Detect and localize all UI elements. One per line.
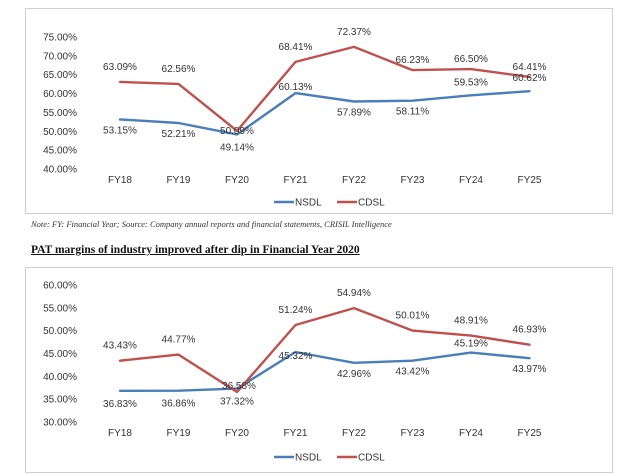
data-label: 36.83% [103, 399, 137, 410]
data-label: 36.86% [162, 399, 196, 410]
x-tick-label: FY22 [342, 428, 366, 439]
data-label: 60.13% [279, 82, 313, 93]
data-label: 45.32% [279, 351, 313, 362]
y-tick-label: 50.00% [43, 127, 77, 138]
data-label: 50.09% [220, 126, 254, 137]
data-label: 59.53% [454, 77, 488, 88]
data-label: 51.24% [279, 305, 313, 316]
y-tick-label: 55.00% [43, 108, 77, 119]
data-label: 57.89% [337, 108, 371, 119]
section-heading: PAT margins of industry improved after d… [31, 244, 360, 256]
y-tick-label: 40.00% [43, 372, 77, 383]
data-label: 64.41% [513, 62, 547, 73]
data-label: 63.09% [103, 62, 137, 73]
y-tick-label: 35.00% [43, 395, 77, 406]
data-label: 44.77% [162, 335, 196, 346]
data-label: 58.11% [396, 107, 429, 118]
legend-label-cdsl: CDSL [358, 198, 385, 209]
x-tick-label: FY23 [401, 428, 425, 439]
x-tick-label: FY20 [225, 428, 249, 439]
chart-1-svg: 40.00% 45.00% 50.00% 55.00% 60.00% 65.00% 70.0… [43, 27, 547, 209]
data-label: 54.94% [337, 288, 371, 299]
data-label: 46.93% [513, 325, 547, 336]
data-label: 37.32% [220, 397, 254, 408]
y-tick-label: 30.00% [43, 418, 77, 429]
data-label: 72.37% [337, 27, 371, 38]
series-line-nsdl [118, 350, 531, 393]
series-line-nsdl [118, 89, 531, 136]
data-label: 50.01% [396, 311, 430, 322]
data-label: 45.19% [454, 339, 488, 350]
chart-1-container: 40.00% 45.00% 50.00% 55.00% 60.00% 65.00% 70.0… [25, 8, 613, 214]
legend-label-nsdl: NSDL [295, 453, 322, 464]
y-tick-label: 60.00% [43, 89, 77, 100]
x-tick-label: FY19 [167, 428, 191, 439]
legend-label-nsdl: NSDL [295, 198, 322, 209]
data-label: 66.50% [454, 54, 488, 65]
data-label: 62.56% [162, 64, 196, 75]
data-label: 42.96% [337, 369, 371, 380]
series-line-cdsl [118, 306, 531, 394]
x-tick-label: FY25 [518, 428, 542, 439]
data-label: 43.97% [513, 364, 547, 375]
y-tick-label: 65.00% [43, 70, 77, 81]
x-tick-label: FY19 [167, 175, 191, 186]
x-tick-label: FY21 [284, 175, 308, 186]
data-label: 53.15% [103, 125, 137, 136]
data-label: 43.43% [103, 341, 137, 352]
data-label: 49.14% [220, 143, 254, 154]
y-tick-label: 70.00% [43, 51, 77, 62]
x-tick-label: FY25 [518, 175, 542, 186]
legend-label-cdsl: CDSL [358, 453, 385, 464]
chart-2-svg: 30.00% 35.00% 40.00% 45.00% 50.00% 55.00% 60.0… [43, 281, 547, 464]
data-label: 48.91% [454, 316, 488, 327]
x-tick-label: FY23 [401, 175, 425, 186]
y-tick-label: 40.00% [43, 165, 77, 176]
y-tick-label: 45.00% [43, 146, 77, 157]
data-label: 66.23% [396, 55, 430, 66]
data-label: 60.62% [513, 73, 547, 84]
x-tick-label: FY18 [108, 428, 132, 439]
x-tick-label: FY20 [225, 175, 249, 186]
source-note: Note: FY: Financial Year; Source: Compan… [31, 219, 392, 229]
y-tick-label: 60.00% [43, 281, 77, 292]
y-tick-label: 55.00% [43, 303, 77, 314]
data-label: 52.21% [162, 129, 196, 140]
series-line-cdsl [118, 45, 531, 133]
data-label: 43.42% [396, 367, 430, 378]
x-tick-label: FY18 [108, 175, 132, 186]
x-tick-label: FY21 [284, 428, 308, 439]
x-tick-label: FY24 [459, 428, 483, 439]
x-tick-label: FY24 [459, 175, 483, 186]
y-tick-label: 50.00% [43, 326, 77, 337]
data-label: 68.41% [279, 42, 313, 53]
y-tick-label: 75.00% [43, 33, 77, 44]
y-tick-label: 45.00% [43, 349, 77, 360]
data-label: 36.58% [222, 381, 256, 392]
chart-2-container: 30.00% 35.00% 40.00% 45.00% 50.00% 55.00% 60.0… [25, 267, 613, 473]
x-tick-label: FY22 [342, 175, 366, 186]
